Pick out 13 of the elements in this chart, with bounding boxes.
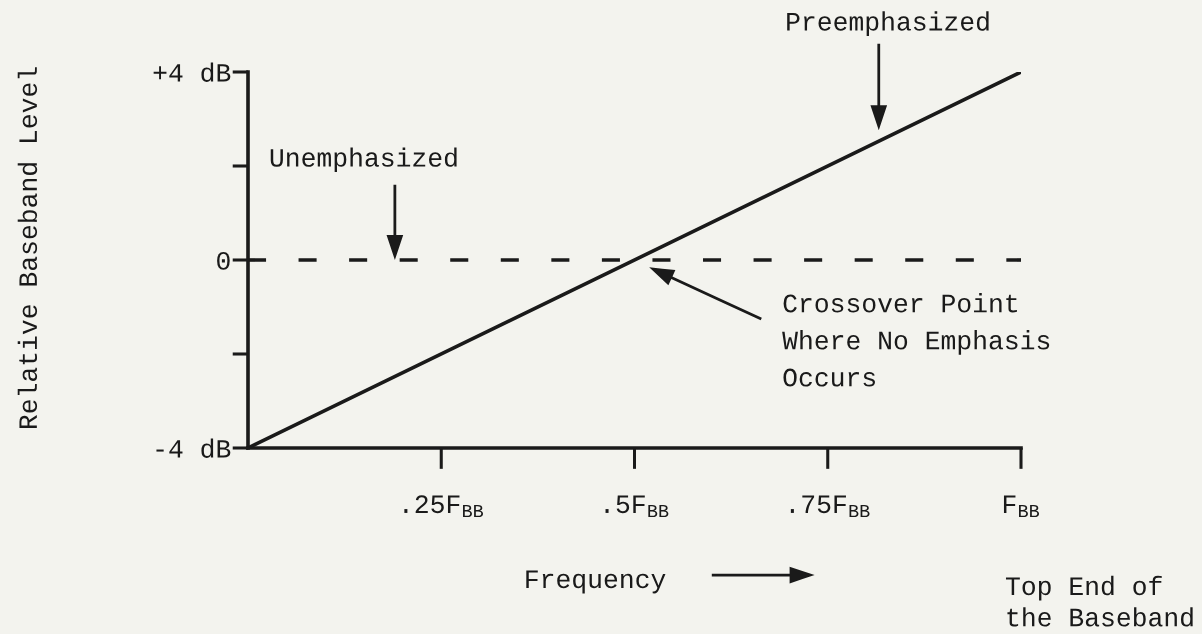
y-tick-label: -4 dB <box>156 438 231 458</box>
y-tick-label: 0 <box>217 251 230 270</box>
x-axis-title: Frequency <box>526 570 666 594</box>
x-tick-label: .5F$_{BB}$ <box>605 495 669 518</box>
annotation: Crossover Point Where No Emphasis Occurs <box>782 293 1050 387</box>
text: Top End of the Baseband <box>1005 575 1193 627</box>
annotation: Unemphasized <box>270 147 457 173</box>
y-tick-label: +4 dB <box>153 62 231 82</box>
x-tick-label: .75F$_{BB}$ <box>790 495 870 518</box>
y-axis-title: Relative Baseband Level <box>17 67 38 429</box>
x-tick-label: .25F$_{BB}$ <box>404 495 484 518</box>
text: Preemphasized <box>787 11 989 36</box>
x-tick-label: F$_{BB}$ <box>1003 495 1040 518</box>
